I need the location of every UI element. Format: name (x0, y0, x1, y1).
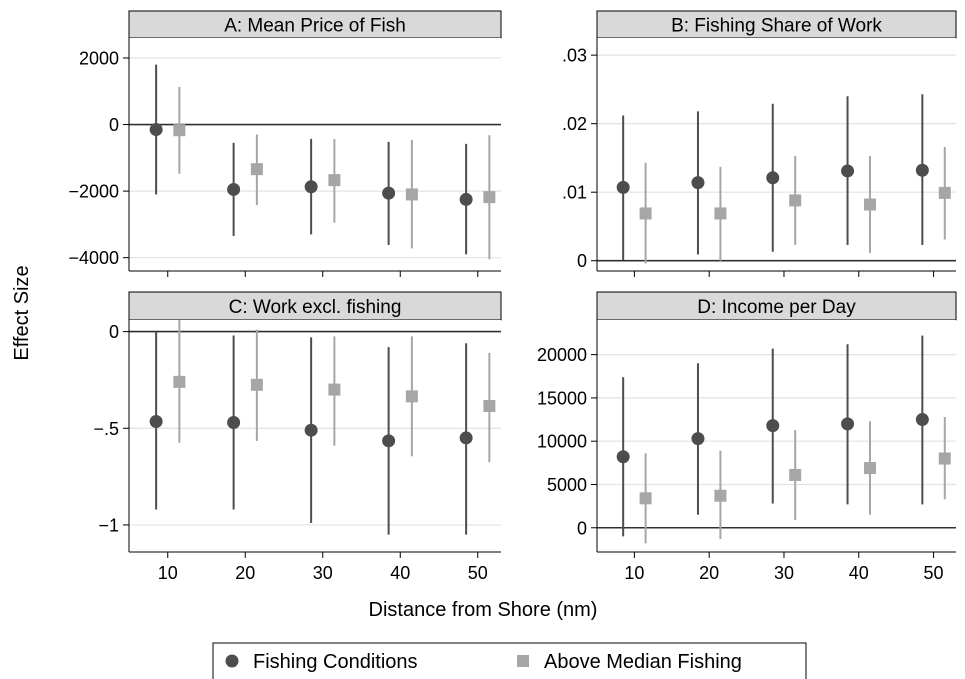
data-point (691, 432, 705, 446)
legend-marker-circle (225, 654, 239, 668)
data-point (382, 186, 396, 200)
y-tick-label: 2000 (79, 48, 119, 68)
data-point (938, 186, 951, 199)
legend-marker-square (517, 655, 529, 667)
y-tick-label: .03 (562, 46, 587, 66)
data-point (915, 413, 929, 427)
y-tick-label: −4000 (68, 248, 119, 268)
panel-c: C: Work excl. fishing 0 −.5 −1 10 20 30 40 50 (93, 291, 502, 583)
y-tick-label: 10000 (537, 432, 587, 452)
y-tick-label: 0 (577, 251, 587, 271)
data-point (382, 434, 396, 448)
panel-header (596, 291, 957, 321)
data-point (250, 163, 263, 176)
data-point (766, 419, 780, 433)
data-point (639, 207, 652, 220)
data-point (483, 191, 496, 204)
data-point (173, 124, 186, 137)
y-tick-label: −2000 (68, 182, 119, 202)
data-point (405, 188, 418, 201)
x-tick-label: 30 (774, 563, 794, 583)
y-tick-label: −1 (98, 515, 119, 535)
y-tick-label: 15000 (537, 388, 587, 408)
data-point (639, 492, 652, 505)
data-point (841, 417, 855, 431)
data-point (304, 423, 318, 437)
data-point (173, 375, 186, 388)
y-tick-label: 0 (577, 518, 587, 538)
y-tick-label: 5000 (547, 475, 587, 495)
panel-title: B: Fishing Share of Work (671, 16, 882, 37)
x-tick-label: 20 (699, 563, 719, 583)
y-axis-title: Effect Size (11, 265, 33, 360)
x-tick-label: 50 (924, 563, 944, 583)
data-point (863, 462, 876, 475)
panel-header (128, 10, 502, 39)
panel-header (128, 291, 502, 321)
data-point (405, 390, 418, 403)
legend: Fishing Conditions Above Median Fishing (212, 642, 807, 679)
data-point (616, 450, 630, 464)
legend-box (212, 642, 807, 679)
data-point (766, 171, 780, 185)
data-point (459, 192, 473, 206)
y-tick-label: 0 (109, 115, 119, 135)
x-tick-label: 20 (235, 563, 255, 583)
y-tick-label: 0 (109, 322, 119, 342)
data-point (227, 415, 241, 429)
data-point (328, 174, 341, 187)
legend-label: Fishing Conditions (253, 651, 418, 673)
x-tick-label: 10 (158, 563, 178, 583)
data-point (149, 123, 163, 137)
panel-title: D: Income per Day (697, 297, 856, 318)
plot-area (597, 38, 956, 271)
panel-a: A: Mean Price of Fish 2000 0 −2000 −4000 (68, 10, 502, 277)
y-tick-label: .01 (562, 183, 587, 203)
data-point (227, 182, 241, 196)
y-tick-label: .02 (562, 114, 587, 134)
x-tick-label: 50 (468, 563, 488, 583)
data-point (459, 431, 473, 445)
x-tick-label: 10 (624, 563, 644, 583)
data-point (149, 415, 163, 428)
data-point (691, 176, 705, 190)
data-point (841, 164, 855, 178)
x-tick-label: 40 (849, 563, 869, 583)
data-point (250, 378, 263, 391)
data-point (616, 180, 630, 194)
y-tick-label: 20000 (537, 345, 587, 365)
panel-title: C: Work excl. fishing (229, 297, 402, 318)
data-point (328, 383, 341, 396)
data-point (789, 468, 802, 481)
data-point (789, 194, 802, 207)
data-point (863, 198, 876, 211)
legend-label: Above Median Fishing (544, 651, 742, 673)
data-point (483, 400, 496, 413)
panel-title: A: Mean Price of Fish (224, 16, 406, 37)
data-point (714, 489, 727, 502)
data-point (304, 180, 318, 194)
x-axis-title: Distance from Shore (nm) (369, 599, 598, 621)
y-tick-label: −.5 (93, 419, 119, 439)
panel-b: B: Fishing Share of Work .03 .02 .01 0 (562, 10, 957, 277)
data-point (714, 207, 727, 220)
plot-area (129, 38, 501, 271)
plot-area (129, 320, 501, 552)
x-tick-label: 30 (313, 563, 333, 583)
plot-area (597, 320, 956, 552)
x-tick-label: 40 (390, 563, 410, 583)
data-point (938, 452, 951, 465)
panel-d: D: Income per Day 20000 15000 10000 5000 0 10 2… (537, 291, 957, 583)
data-point (915, 163, 929, 177)
